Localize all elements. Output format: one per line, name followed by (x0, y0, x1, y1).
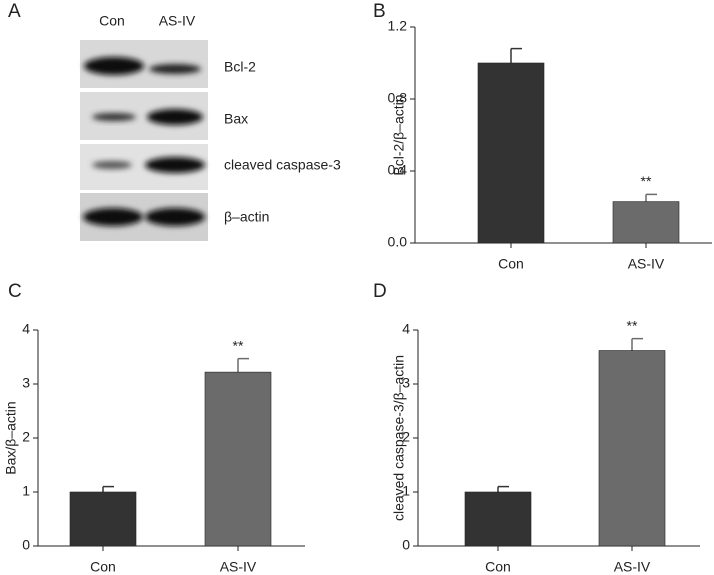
panel-label: C (8, 281, 22, 302)
x-tick-label: Con (485, 559, 511, 575)
y-tick-label: 1 (22, 483, 30, 499)
y-tick-label: 1 (402, 483, 410, 499)
band (149, 64, 201, 74)
band-label: Bax (224, 111, 248, 127)
significance: ** (641, 173, 652, 189)
y-axis-label: cleaved caspase-3/β–actin (391, 355, 407, 521)
significance: ** (233, 337, 244, 353)
band (83, 208, 143, 226)
y-tick-label: 0.0 (388, 234, 408, 250)
y-tick-label: 1.2 (388, 18, 408, 34)
band-label: cleaved caspase-3 (224, 157, 341, 173)
lane-label: AS-IV (159, 13, 196, 29)
x-tick-label: AS-IV (628, 256, 665, 272)
bar (464, 491, 532, 547)
y-tick-label: 3 (402, 375, 410, 391)
band-label: β–actin (224, 209, 269, 225)
y-tick-label: 4 (402, 321, 410, 337)
blot (80, 40, 208, 241)
band (145, 208, 205, 226)
band-label: Bcl-2 (224, 59, 256, 75)
y-tick-label: 2 (22, 429, 30, 445)
y-axis-label: Bax/β–actin (3, 401, 19, 474)
significance: ** (627, 317, 638, 333)
bar (612, 201, 680, 244)
y-tick-label: 2 (402, 429, 410, 445)
x-tick-label: Con (498, 256, 524, 272)
y-tick-label: 4 (22, 321, 30, 337)
panel-label: D (373, 281, 387, 302)
band (92, 113, 136, 121)
band (84, 57, 144, 75)
y-axis-label: Bcl-2/β–actin (391, 94, 407, 175)
bar (598, 350, 666, 547)
x-tick-label: AS-IV (220, 559, 257, 575)
bar (69, 491, 137, 547)
band (145, 157, 205, 173)
x-tick-label: AS-IV (614, 559, 651, 575)
y-tick-label: 3 (22, 375, 30, 391)
bar (477, 62, 545, 244)
y-tick-label: 0 (402, 537, 410, 553)
y-tick-label: 0.4 (388, 162, 408, 178)
y-tick-label: 0 (22, 537, 30, 553)
y-tick-label: 0.8 (388, 90, 408, 106)
x-tick-label: Con (90, 559, 116, 575)
band (147, 109, 203, 125)
panel-label: B (373, 1, 386, 22)
panel-label: A (8, 1, 21, 22)
lane-label: Con (99, 13, 125, 29)
band (92, 161, 132, 169)
bar (204, 371, 272, 547)
